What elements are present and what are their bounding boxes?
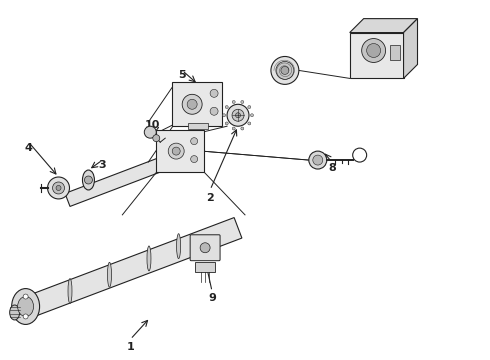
Ellipse shape	[18, 297, 34, 316]
Text: 2: 2	[206, 193, 214, 203]
Circle shape	[276, 62, 294, 80]
Circle shape	[48, 177, 70, 199]
Circle shape	[56, 185, 61, 190]
Circle shape	[225, 105, 228, 109]
Circle shape	[172, 147, 180, 155]
Circle shape	[271, 57, 299, 84]
Ellipse shape	[107, 262, 112, 287]
Circle shape	[313, 155, 323, 165]
Ellipse shape	[12, 289, 40, 324]
Circle shape	[191, 156, 197, 163]
FancyBboxPatch shape	[172, 82, 222, 126]
Circle shape	[153, 135, 160, 141]
Text: 3: 3	[98, 160, 106, 170]
Ellipse shape	[147, 246, 151, 271]
Ellipse shape	[10, 305, 20, 320]
Polygon shape	[29, 217, 242, 316]
Circle shape	[309, 151, 327, 169]
Text: 8: 8	[328, 163, 336, 173]
Circle shape	[248, 105, 251, 109]
Circle shape	[84, 176, 93, 184]
Ellipse shape	[176, 234, 181, 258]
Bar	[195, 262, 215, 272]
Ellipse shape	[68, 279, 72, 303]
Polygon shape	[404, 19, 417, 78]
Circle shape	[210, 89, 218, 97]
Circle shape	[187, 99, 197, 109]
Circle shape	[281, 67, 289, 75]
Circle shape	[182, 94, 202, 114]
Circle shape	[168, 143, 184, 159]
Circle shape	[23, 314, 28, 319]
Circle shape	[52, 182, 65, 194]
Circle shape	[144, 126, 156, 138]
Text: 5: 5	[178, 71, 186, 80]
Circle shape	[236, 113, 241, 118]
Circle shape	[232, 127, 235, 130]
Circle shape	[362, 39, 386, 62]
Circle shape	[232, 100, 235, 103]
Circle shape	[23, 294, 28, 299]
Circle shape	[248, 122, 251, 125]
Circle shape	[250, 114, 253, 117]
Circle shape	[222, 114, 225, 117]
Circle shape	[191, 138, 197, 145]
Polygon shape	[350, 19, 417, 32]
Circle shape	[367, 44, 381, 58]
FancyBboxPatch shape	[156, 130, 204, 172]
Bar	[350, 32, 404, 78]
Circle shape	[232, 109, 244, 121]
Circle shape	[210, 107, 218, 115]
Text: 6: 6	[386, 24, 393, 33]
Circle shape	[241, 100, 244, 103]
Text: 1: 1	[126, 342, 134, 352]
Ellipse shape	[82, 170, 95, 190]
FancyBboxPatch shape	[190, 235, 220, 261]
Text: 9: 9	[208, 293, 216, 302]
Circle shape	[225, 122, 228, 125]
Bar	[188, 123, 208, 129]
Text: 4: 4	[24, 143, 32, 153]
Bar	[390, 45, 399, 60]
Circle shape	[227, 104, 249, 126]
Circle shape	[241, 127, 244, 130]
Text: 7: 7	[284, 63, 292, 73]
Polygon shape	[65, 145, 196, 206]
Text: 10: 10	[145, 120, 160, 130]
Circle shape	[200, 243, 210, 253]
